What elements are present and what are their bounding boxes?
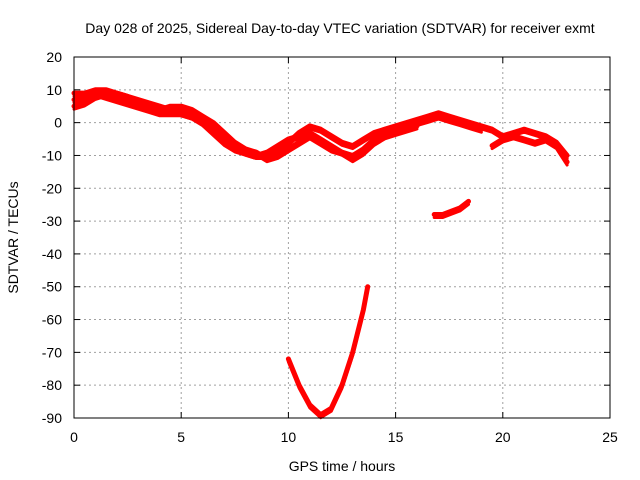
- x-tick-label: 20: [495, 429, 511, 445]
- plot-frame: [73, 56, 611, 419]
- y-axis-label: SDTVAR / TECUs: [5, 181, 21, 293]
- series-trace-d: [489, 133, 570, 165]
- y-tick-label: -10: [42, 147, 62, 163]
- y-tick-label: -30: [42, 213, 62, 229]
- series-trace-c-band: [72, 91, 419, 164]
- series-dip: [285, 284, 371, 418]
- x-tick-label: 15: [388, 429, 404, 445]
- x-tick-label: 0: [70, 429, 78, 445]
- x-tick-label: 10: [281, 429, 297, 445]
- series-short-segment-band: [432, 202, 470, 219]
- series-trace-c: [71, 87, 420, 162]
- x-axis-label: GPS time / hours: [289, 458, 396, 474]
- grid-layer: [74, 57, 610, 418]
- series-dip-band: [286, 288, 370, 420]
- y-tick-label: 10: [46, 82, 62, 98]
- y-tick-label: -90: [42, 410, 62, 426]
- y-tick-label: -60: [42, 312, 62, 328]
- y-tick-label: 0: [54, 115, 62, 131]
- y-tick-label: -20: [42, 180, 62, 196]
- series-trace-a-band: [72, 94, 569, 160]
- y-tick-label: -50: [42, 279, 62, 295]
- tick-layer: 0 5 10 15 20 25 20 10 0 -10 -20 -30 -40 -50 -60 -70 -80 -…: [42, 49, 618, 445]
- series-trace-d-band: [490, 137, 569, 167]
- series-layer: [71, 87, 570, 420]
- y-tick-label: 20: [46, 49, 62, 65]
- x-tick-label: 5: [177, 429, 185, 445]
- x-tick-label: 25: [602, 429, 618, 445]
- chart-title: Day 028 of 2025, Sidereal Day-to-day VTE…: [85, 20, 594, 36]
- y-tick-label: -80: [42, 377, 62, 393]
- y-tick-label: -40: [42, 246, 62, 262]
- y-tick-label: -70: [42, 344, 62, 360]
- series-short-segment: [431, 198, 471, 217]
